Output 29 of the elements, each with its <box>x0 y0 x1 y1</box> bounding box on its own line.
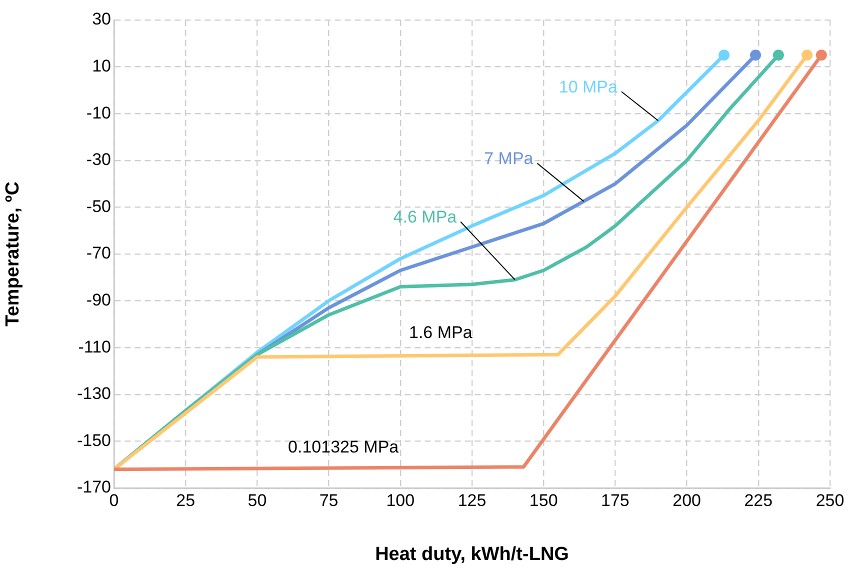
text: 4.6 MPa <box>393 207 458 226</box>
x-tick-label: 0 <box>109 490 119 510</box>
x-tick-label: 125 <box>458 490 486 510</box>
y-tick-label: -30 <box>86 150 111 170</box>
x-tick-label: 225 <box>744 490 773 510</box>
y-tick-label: 10 <box>92 56 111 76</box>
x-tick-label: 50 <box>248 490 267 510</box>
x-tick-label: 150 <box>529 490 558 510</box>
y-tick-label: -70 <box>86 244 111 263</box>
y-tick-label: -130 <box>76 384 111 404</box>
x-tick-label: 100 <box>386 490 415 510</box>
x-tick-label: 250 <box>816 490 844 510</box>
series-label: 0.101325 MPa <box>288 438 400 457</box>
y-tick-label: -90 <box>86 290 111 310</box>
y-tick-label: -10 <box>86 103 111 122</box>
x-tick-label: 75 <box>319 490 338 510</box>
y-tick-label: -170 <box>76 478 111 497</box>
y-tick-label: 30 <box>92 10 111 29</box>
text: 7 MPa <box>484 148 534 168</box>
x-tick-label: 25 <box>176 490 196 510</box>
y-axis-title: Temperature, ºC <box>2 181 24 326</box>
y-tick-label: -150 <box>76 430 111 450</box>
y-tick-label: -50 <box>86 196 111 216</box>
series-label: 1.6 MPa <box>408 323 473 342</box>
y-tick-label: -110 <box>78 337 111 356</box>
text: 10 MPa <box>558 77 618 96</box>
x-tick-label: 175 <box>601 490 630 510</box>
x-tick-label: 200 <box>672 490 701 510</box>
x-axis-title: Heat duty, kWh/t-LNG <box>375 544 569 565</box>
